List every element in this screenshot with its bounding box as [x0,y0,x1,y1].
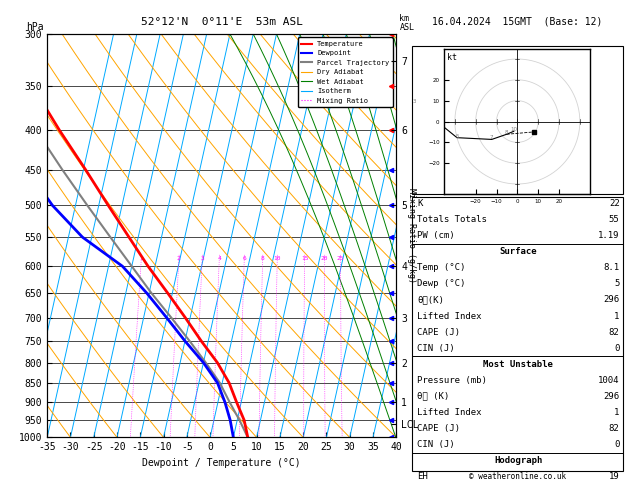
Text: 1.19: 1.19 [598,231,620,241]
Text: km
ASL: km ASL [399,14,415,32]
Text: 1: 1 [139,256,143,260]
X-axis label: Dewpoint / Temperature (°C): Dewpoint / Temperature (°C) [142,458,301,468]
Text: 6: 6 [242,256,246,260]
Text: 3: 3 [200,256,204,260]
Text: Lifted Index: Lifted Index [417,408,482,417]
Text: 1: 1 [614,312,620,321]
Text: CAPE (J): CAPE (J) [417,328,460,337]
Text: 8: 8 [260,256,264,260]
Text: 0: 0 [614,440,620,449]
Text: 25: 25 [337,256,344,260]
Text: Surface: Surface [499,247,537,257]
Text: Dewp (°C): Dewp (°C) [417,279,465,289]
Text: Temp (°C): Temp (°C) [417,263,465,273]
Text: K: K [417,199,423,208]
Text: Pressure (mb): Pressure (mb) [417,376,487,385]
Text: 15: 15 [301,256,308,260]
Text: 22: 22 [609,199,620,208]
Text: Totals Totals: Totals Totals [417,215,487,225]
Text: 1004: 1004 [598,376,620,385]
Text: EH: EH [417,472,428,481]
Text: CAPE (J): CAPE (J) [417,424,460,433]
Text: hPa: hPa [26,21,44,32]
Text: Lifted Index: Lifted Index [417,312,482,321]
Text: PW (cm): PW (cm) [417,231,455,241]
Text: 52°12'N  0°11'E  53m ASL: 52°12'N 0°11'E 53m ASL [141,17,303,27]
Text: © weatheronline.co.uk: © weatheronline.co.uk [469,472,566,481]
Text: CIN (J): CIN (J) [417,440,455,449]
Text: Hodograph: Hodograph [494,456,542,465]
Text: Most Unstable: Most Unstable [483,360,554,369]
Text: 20: 20 [321,256,328,260]
Text: 55: 55 [609,215,620,225]
Text: θᴄ (K): θᴄ (K) [417,392,449,401]
Text: θᴄ(K): θᴄ(K) [417,295,444,305]
Text: 10: 10 [510,127,517,132]
Text: 3: 3 [413,100,416,104]
Text: CIN (J): CIN (J) [417,344,455,353]
Text: 5: 5 [455,134,459,139]
Text: 296: 296 [603,295,620,305]
Text: 2: 2 [177,256,181,260]
Text: 5: 5 [614,279,620,289]
Text: 82: 82 [609,328,620,337]
Text: 296: 296 [603,392,620,401]
Text: 16.04.2024  15GMT  (Base: 12): 16.04.2024 15GMT (Base: 12) [432,17,603,27]
Text: 8.1: 8.1 [603,263,620,273]
Text: Mixing Ratio (g/kg): Mixing Ratio (g/kg) [408,188,416,283]
Text: 7: 7 [490,136,494,140]
Text: 19: 19 [609,472,620,481]
Text: 10: 10 [274,256,281,260]
Text: 1: 1 [614,408,620,417]
Text: kt: kt [447,53,457,62]
Text: 4: 4 [218,256,221,260]
Legend: Temperature, Dewpoint, Parcel Trajectory, Dry Adiabat, Wet Adiabat, Isotherm, Mi: Temperature, Dewpoint, Parcel Trajectory… [298,37,392,107]
Text: 0: 0 [614,344,620,353]
Text: 82: 82 [609,424,620,433]
Text: 8: 8 [505,130,508,135]
